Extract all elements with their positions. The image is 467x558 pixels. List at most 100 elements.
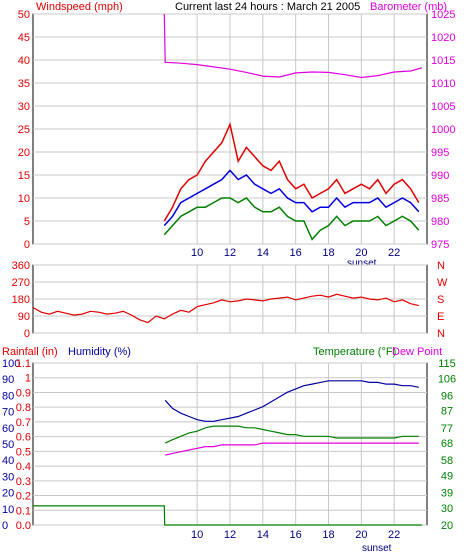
x-tick-label-bottom: 12	[224, 529, 236, 541]
compass-label: E	[437, 311, 444, 323]
direction-tick-label: 360	[12, 260, 30, 272]
sunset-label-top: sunset	[347, 258, 377, 269]
humidity-tick-label: 80	[2, 390, 14, 402]
humidity-tick-label: 90	[2, 374, 14, 386]
x-tick-label-top: 12	[224, 247, 236, 259]
temperature-tick-label: 58	[441, 455, 453, 467]
windspeed-tick-label: 50	[18, 9, 30, 21]
temperature-tick-label: 39	[441, 488, 453, 500]
dewpoint-axis-label: Dew Point	[392, 346, 442, 358]
temperature-tick-label: 115	[438, 358, 456, 370]
rainfall-tick-label: 0.7	[16, 417, 31, 429]
sunset-label-bottom: sunset	[362, 543, 392, 554]
direction-tick-label: 90	[18, 311, 30, 323]
x-tick-label-top: 20	[355, 247, 367, 259]
direction-tick-label: 270	[12, 277, 30, 289]
direction-tick-label: 180	[12, 294, 30, 306]
temperature-tick-label: 77	[441, 423, 453, 435]
wind-gust-line	[163, 122, 420, 222]
humidity-tick-label: 100	[2, 358, 20, 370]
windspeed-tick-label: 45	[18, 32, 30, 44]
rainfall-tick-label: 1.1	[16, 358, 31, 370]
rainfall-tick-label: 0.1	[16, 505, 31, 517]
x-tick-label-bottom: 14	[257, 529, 269, 541]
humidity-tick-label: 40	[2, 455, 14, 467]
barometer-tick-label: 990	[431, 170, 449, 182]
windspeed-tick-label: 25	[18, 124, 30, 136]
x-tick-label-top: 10	[191, 247, 203, 259]
barometer-tick-label: 1000	[431, 124, 455, 136]
rainfall-axis-label: Rainfall (in)	[2, 346, 58, 358]
humidity-tick-label: 10	[2, 504, 14, 516]
rainfall-tick-label: 0.3	[16, 476, 31, 488]
barometer-axis-label: Barometer (mb)	[370, 1, 447, 13]
humidity-axis-label: Humidity (%)	[68, 346, 131, 358]
rainfall-tick-label: 0.0	[16, 520, 31, 532]
compass-label: W	[437, 277, 448, 289]
windspeed-tick-label: 15	[18, 170, 30, 182]
windspeed-tick-label: 10	[18, 193, 30, 205]
temperature-line	[164, 425, 419, 444]
barometer-tick-label: 975	[431, 239, 449, 251]
wind-average-line	[163, 169, 420, 227]
rainfall-tick-label: 0.9	[16, 387, 31, 399]
windspeed-tick-label: 0	[24, 239, 30, 251]
humidity-tick-label: 50	[2, 439, 14, 451]
x-tick-label-bottom: 16	[290, 529, 302, 541]
rainfall-tick-label: 0.4	[16, 461, 31, 473]
barometer-tick-label: 980	[431, 216, 449, 228]
temperature-tick-label: 87	[441, 406, 453, 418]
windspeed-tick-label: 40	[18, 55, 30, 67]
x-tick-label-bottom: 10	[191, 529, 203, 541]
humidity-line	[164, 380, 419, 422]
x-tick-label-bottom: 20	[355, 529, 367, 541]
barometer-tick-label: 1015	[431, 55, 455, 67]
x-tick-label-top: 18	[322, 247, 334, 259]
temperature-tick-label: 30	[441, 503, 453, 515]
barometer-tick-label: 995	[431, 147, 449, 159]
temperature-tick-label: 20	[441, 520, 453, 532]
temperature-tick-label: 68	[441, 438, 453, 450]
x-tick-label-bottom: 22	[388, 529, 400, 541]
windspeed-axis-label: Windspeed (mph)	[36, 1, 123, 13]
windspeed-tick-label: 30	[18, 101, 30, 113]
barometer-tick-label: 1010	[431, 78, 455, 90]
temperature-tick-label: 49	[441, 471, 453, 483]
x-tick-label-top: 14	[257, 247, 269, 259]
temperature-tick-label: 106	[438, 373, 456, 385]
barometer-line	[163, 13, 423, 79]
dewpoint-line	[165, 442, 419, 456]
rainfall-tick-label: 1	[25, 373, 31, 385]
rainfall-line	[33, 505, 423, 526]
temperature-axis-label: Temperature (°F)	[313, 346, 396, 358]
windspeed-tick-label: 20	[18, 147, 30, 159]
rainfall-tick-label: 0.5	[16, 446, 31, 458]
wind-direction-line	[32, 293, 419, 324]
humidity-tick-label: 30	[2, 471, 14, 483]
x-tick-label-top: 16	[290, 247, 302, 259]
temperature-tick-label: 96	[441, 390, 453, 402]
barometer-tick-label: 1005	[431, 101, 455, 113]
windspeed-tick-label: 5	[24, 216, 30, 228]
windspeed-tick-label: 35	[18, 78, 30, 90]
rainfall-tick-label: 0.8	[16, 402, 31, 414]
x-tick-label-top: 22	[388, 247, 400, 259]
temperature-humidity-panel: 0 10 20 30 40 50 60 70 80 90 100 0.0 0.1 0.2 0.3 0.4 0.5…	[2, 346, 456, 554]
rainfall-tick-label: 0.2	[16, 491, 31, 503]
barometer-tick-label: 985	[431, 193, 449, 205]
humidity-tick-label: 60	[2, 423, 14, 435]
direction-tick-label: 0	[24, 328, 30, 340]
barometer-tick-label: 1025	[431, 9, 455, 21]
humidity-tick-label: 20	[2, 488, 14, 500]
chart-title: Current last 24 hours : March 21 2005	[175, 1, 360, 13]
humidity-tick-label: 70	[2, 407, 14, 419]
compass-label: N	[437, 260, 445, 272]
rainfall-tick-label: 0.6	[16, 432, 31, 444]
humidity-tick-label: 0	[2, 520, 8, 532]
barometer-tick-label: 1020	[431, 32, 455, 44]
compass-label: N	[437, 328, 445, 340]
wind-lull-line	[163, 197, 420, 241]
